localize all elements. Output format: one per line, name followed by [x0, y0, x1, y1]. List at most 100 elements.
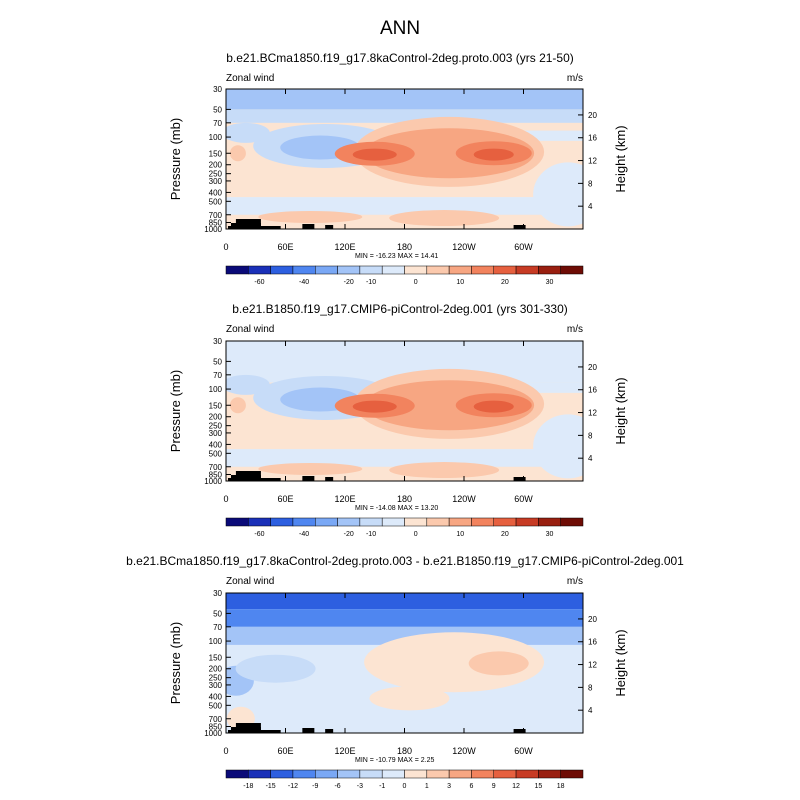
colorbar-label: 30 [546, 279, 554, 286]
x-tick-label: 60W [514, 746, 533, 756]
y-tick-label: 200 [209, 665, 223, 674]
topography-bar [265, 478, 281, 481]
units-label: m/s [567, 73, 583, 84]
y-tick-label: 200 [209, 413, 223, 422]
y-tick-label: 700 [209, 715, 223, 724]
colorbar-label: 0 [403, 783, 407, 790]
colorbar-swatch [493, 517, 517, 527]
y-tick-label: 150 [209, 401, 223, 410]
right-axis-label: Height (km) [613, 377, 628, 444]
colorbar-label: -40 [299, 531, 309, 538]
y-tick-label: 850 [209, 723, 223, 732]
variable-label: Zonal wind [226, 324, 274, 335]
negative-difference-region [235, 654, 316, 683]
colorbar-swatch [292, 769, 316, 779]
surface-westerly-region [258, 210, 363, 223]
colorbar-swatch [248, 517, 271, 527]
y-axis-label: Pressure (mb) [168, 370, 183, 452]
stats-label: MIN = -16.23 MAX = 14.41 [355, 253, 438, 260]
right-tick-label: 8 [588, 683, 593, 692]
colorbar-swatch [515, 517, 539, 527]
colorbar-label: 3 [447, 783, 451, 790]
westerly-spot [229, 397, 246, 414]
y-tick-label: 50 [213, 357, 222, 366]
lower-easterly-band [226, 449, 583, 467]
colorbar-label: -18 [243, 783, 253, 790]
right-tick-label: 8 [588, 179, 593, 188]
right-axis-label: Height (km) [613, 629, 628, 696]
right-tick-label: 4 [588, 454, 593, 463]
right-tick-label: 16 [588, 638, 597, 647]
colorbar-swatch [426, 517, 450, 527]
x-tick-label: 60W [514, 242, 533, 252]
variable-label: Zonal wind [226, 73, 274, 84]
colorbar-swatch [337, 769, 361, 779]
colorbar-label: -3 [357, 783, 363, 790]
colorbar-label: -20 [344, 279, 354, 286]
colorbar-swatch [471, 517, 494, 527]
x-tick-label: 60E [277, 494, 293, 504]
y-tick-label: 1000 [204, 225, 222, 234]
y-tick-label: 300 [209, 429, 223, 438]
stats-label: MIN = -14.08 MAX = 13.20 [355, 505, 438, 512]
x-tick-label: 120W [452, 746, 476, 756]
jet-core [352, 400, 397, 413]
x-tick-label: 0 [223, 242, 228, 252]
colorbar-label: -1 [379, 783, 385, 790]
topography-bar [240, 225, 261, 229]
colorbar-label: 9 [492, 783, 496, 790]
colorbar-swatch [292, 265, 316, 275]
surface-westerly-region [389, 462, 500, 479]
topography [227, 471, 526, 481]
colorbar-label: -10 [366, 531, 376, 538]
upper-difference-band [226, 609, 583, 627]
topography-bar [513, 225, 526, 229]
right-tick-label: 16 [588, 134, 597, 143]
colorbar-swatch [538, 517, 561, 527]
y-tick-label: 500 [209, 197, 223, 206]
colorbar: -60 -40 -20 -10 0 10 20 30 [225, 517, 584, 538]
colorbar-swatch [448, 265, 472, 275]
colorbar-swatch [515, 265, 539, 275]
stats-label: MIN = -10.79 MAX = 2.25 [355, 757, 434, 764]
colorbar-swatch [359, 265, 383, 275]
x-tick-label: 120W [452, 494, 476, 504]
easterly-region [533, 162, 583, 227]
x-tick-label: 180 [397, 746, 412, 756]
colorbar-swatch [381, 517, 405, 527]
topography-bar [513, 477, 526, 481]
positive-difference-region [364, 632, 545, 693]
colorbar-label: -60 [254, 279, 264, 286]
colorbar-swatch [337, 517, 361, 527]
y-tick-label: 400 [209, 692, 223, 701]
y-tick-label: 70 [213, 623, 222, 632]
colorbar-swatch [448, 769, 472, 779]
lower-easterly-band [226, 197, 583, 215]
right-tick-label: 12 [588, 661, 597, 670]
y-tick-label: 100 [209, 385, 223, 394]
colorbar-swatch [381, 265, 405, 275]
right-tick-label: 12 [588, 157, 597, 166]
colorbar-swatch [471, 265, 494, 275]
topography [227, 723, 526, 733]
colorbar-swatch [292, 517, 316, 527]
topography-bar [235, 219, 261, 229]
x-tick-label: 120W [452, 242, 476, 252]
colorbar-label: -12 [288, 783, 298, 790]
colorbar-swatch [315, 769, 338, 779]
colorbar-swatch [270, 265, 294, 275]
variable-label: Zonal wind [226, 576, 274, 587]
colorbar-swatch [426, 265, 450, 275]
easterly-region [226, 374, 270, 395]
colorbar-swatch [404, 265, 428, 275]
topography-bar [325, 477, 334, 481]
figure-title: ANN [380, 18, 420, 39]
colorbar-label: -6 [334, 783, 340, 790]
y-tick-label: 850 [209, 219, 223, 228]
colorbar-swatch [248, 265, 271, 275]
colorbar-swatch [315, 265, 338, 275]
topography-bar [302, 476, 315, 481]
jet-core [473, 400, 514, 413]
